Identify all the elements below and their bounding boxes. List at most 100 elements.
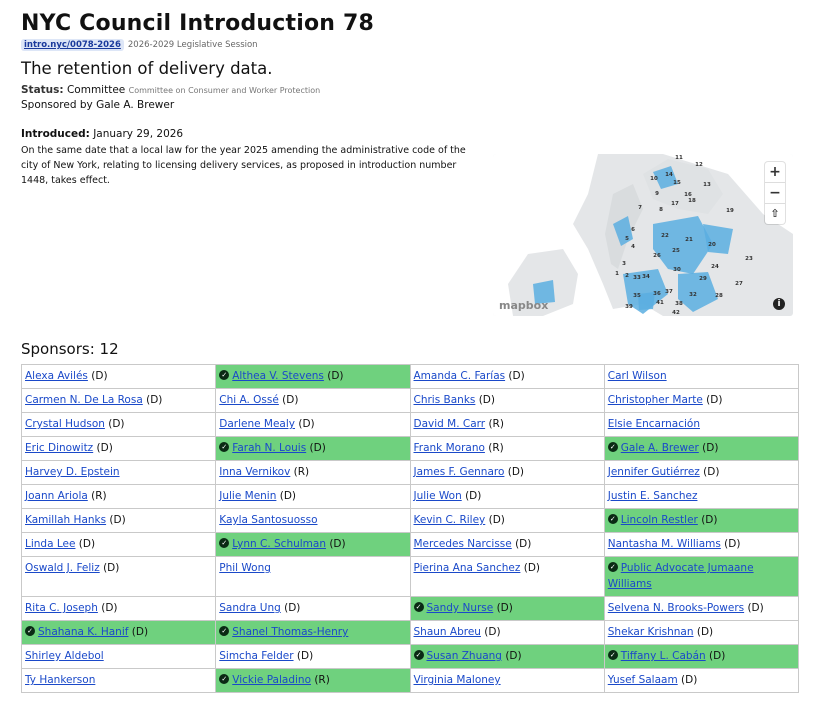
member-link[interactable]: Phil Wong xyxy=(219,562,271,574)
member-link[interactable]: Public Advocate Jumaane Williams xyxy=(607,562,754,590)
member-link[interactable]: Tiffany L. Cabán xyxy=(620,650,706,662)
member-link[interactable]: Sandy Nurse xyxy=(426,602,494,614)
member-link[interactable]: Julie Menin xyxy=(219,490,277,502)
member-cell: Mercedes Narcisse (D) xyxy=(409,532,605,557)
member-link[interactable]: Alexa Avilés xyxy=(25,370,88,382)
member-link[interactable]: Chris Banks xyxy=(413,394,476,406)
party-label: (D) xyxy=(97,602,118,614)
member-link[interactable]: Linda Lee xyxy=(25,538,76,550)
party-label: (D) xyxy=(493,602,513,614)
member-link[interactable]: Oswald J. Feliz xyxy=(25,562,100,574)
member-cell: Virginia Maloney xyxy=(409,668,605,693)
member-cell: Joann Ariola (R) xyxy=(20,484,217,509)
member-link[interactable]: Crystal Hudson xyxy=(25,418,105,430)
party-label: (D) xyxy=(461,490,482,502)
member-cell: Phil Wong xyxy=(215,556,411,597)
member-link[interactable]: Kamillah Hanks xyxy=(25,514,107,526)
district-label: 19 xyxy=(726,208,734,214)
table-row: Kamillah Hanks (D) Kayla Santosuosso Kevin… xyxy=(20,508,800,533)
member-link[interactable]: Elsie Encarnación xyxy=(607,418,700,430)
member-cell: Christopher Marte (D) xyxy=(603,388,800,413)
member-link[interactable]: Eric Dinowitz xyxy=(25,442,94,454)
member-link[interactable]: Sandra Ung xyxy=(219,602,281,614)
party-label: (R) xyxy=(485,418,504,430)
member-link[interactable]: Darlene Mealy xyxy=(219,418,296,430)
district-map[interactable]: 11 12 14 10 15 13 16 9 18 17 7 8 19 6 22 21 20 5 4 26 25 3 2 24… xyxy=(493,154,793,316)
party-label: (D) xyxy=(142,394,163,406)
member-link[interactable]: Jennifer Gutiérrez xyxy=(607,466,700,478)
member-link[interactable]: Christopher Marte xyxy=(607,394,703,406)
table-row: Alexa Avilés (D) ✓ Althea V. Stevens (D) Am… xyxy=(20,364,800,389)
party-label: (R) xyxy=(484,442,504,454)
member-link[interactable]: Shaun Abreu xyxy=(413,626,481,638)
member-link[interactable]: Virginia Maloney xyxy=(413,674,501,686)
member-link[interactable]: Althea V. Stevens xyxy=(232,370,324,382)
member-link[interactable]: Lynn C. Schulman xyxy=(232,538,326,550)
mapbox-logo[interactable]: mapbox xyxy=(499,299,549,312)
member-link[interactable]: Gale A. Brewer xyxy=(620,442,699,454)
district-label: 30 xyxy=(673,267,681,273)
member-link[interactable]: Yusef Salaam xyxy=(607,674,678,686)
member-link[interactable]: Mercedes Narcisse xyxy=(413,538,512,550)
member-link[interactable]: Carl Wilson xyxy=(607,370,667,382)
short-link[interactable]: intro.nyc/0078-2026 xyxy=(24,40,121,50)
member-cell: Nantasha M. Williams (D) xyxy=(603,532,800,557)
district-label: 14 xyxy=(665,172,673,178)
member-link[interactable]: Chi A. Ossé xyxy=(219,394,279,406)
member-link[interactable]: Shirley Aldebol xyxy=(25,650,104,662)
member-cell: Harvey D. Epstein xyxy=(20,460,217,485)
attribution-info-icon[interactable]: i xyxy=(773,298,785,310)
member-link[interactable]: Carmen N. De La Rosa xyxy=(25,394,143,406)
member-link[interactable]: Amanda C. Farías xyxy=(413,370,506,382)
member-link[interactable]: Julie Won xyxy=(413,490,462,502)
table-row: Rita C. Joseph (D) Sandra Ung (D) ✓ Sandy N… xyxy=(20,596,800,621)
check-icon: ✓ xyxy=(219,626,230,636)
zoom-in-button[interactable]: + xyxy=(765,162,785,183)
district-label: 36 xyxy=(653,291,661,297)
member-link[interactable]: Kevin C. Riley xyxy=(413,514,486,526)
member-cell: Kayla Santosuosso xyxy=(215,508,411,533)
member-link[interactable]: Farah N. Louis xyxy=(232,442,307,454)
district-label: 41 xyxy=(656,300,664,306)
member-link[interactable]: Frank Morano xyxy=(413,442,485,454)
member-link[interactable]: Simcha Felder xyxy=(219,650,294,662)
district-label: 39 xyxy=(625,304,633,310)
member-link[interactable]: Justin E. Sanchez xyxy=(607,490,698,502)
member-cell: Shaun Abreu (D) xyxy=(409,620,605,645)
member-link[interactable]: Lincoln Restler xyxy=(620,514,698,526)
party-label: (R) xyxy=(311,674,330,686)
member-link[interactable]: Inna Vernikov xyxy=(219,466,291,478)
table-row: Joann Ariola (R) Julie Menin (D) Julie Won… xyxy=(20,484,800,509)
district-label: 37 xyxy=(665,289,673,295)
member-link[interactable]: Ty Hankerson xyxy=(25,674,96,686)
member-cell: Shirley Aldebol xyxy=(20,644,217,669)
member-link[interactable]: Nantasha M. Williams xyxy=(607,538,721,550)
member-cell: Chris Banks (D) xyxy=(409,388,605,413)
zoom-out-button[interactable]: − xyxy=(765,183,785,204)
member-cell: Justin E. Sanchez xyxy=(603,484,800,509)
member-cell: Simcha Felder (D) xyxy=(215,644,411,669)
member-link[interactable]: Shanel Thomas-Henry xyxy=(232,626,349,638)
member-link[interactable]: Selvena N. Brooks-Powers xyxy=(607,602,745,614)
member-link[interactable]: Shahana K. Hanif xyxy=(38,626,129,638)
member-link[interactable]: Kayla Santosuosso xyxy=(219,514,318,526)
member-link[interactable]: Pierina Ana Sanchez xyxy=(413,562,521,574)
status-label: Status: xyxy=(21,84,64,96)
member-link[interactable]: Susan Zhuang xyxy=(426,650,502,662)
member-link[interactable]: Shekar Krishnan xyxy=(607,626,694,638)
district-label: 6 xyxy=(631,227,635,233)
member-link[interactable]: Rita C. Joseph xyxy=(25,602,98,614)
member-cell: ✓ Sandy Nurse (D) xyxy=(409,596,605,621)
member-link[interactable]: Harvey D. Epstein xyxy=(25,466,120,478)
check-icon: ✓ xyxy=(219,442,230,452)
reset-north-button[interactable]: ⇧ xyxy=(770,207,780,220)
member-link[interactable]: Joann Ariola xyxy=(25,490,88,502)
party-label: (D) xyxy=(75,538,96,550)
member-link[interactable]: James F. Gennaro xyxy=(413,466,505,478)
table-row: Eric Dinowitz (D) ✓ Farah N. Louis (D) Fran… xyxy=(20,436,800,461)
table-row: Linda Lee (D) ✓ Lynn C. Schulman (D) Merced… xyxy=(20,532,800,557)
member-link[interactable]: Vickie Paladino xyxy=(232,674,311,686)
member-link[interactable]: David M. Carr xyxy=(413,418,486,430)
check-icon: ✓ xyxy=(413,602,424,612)
